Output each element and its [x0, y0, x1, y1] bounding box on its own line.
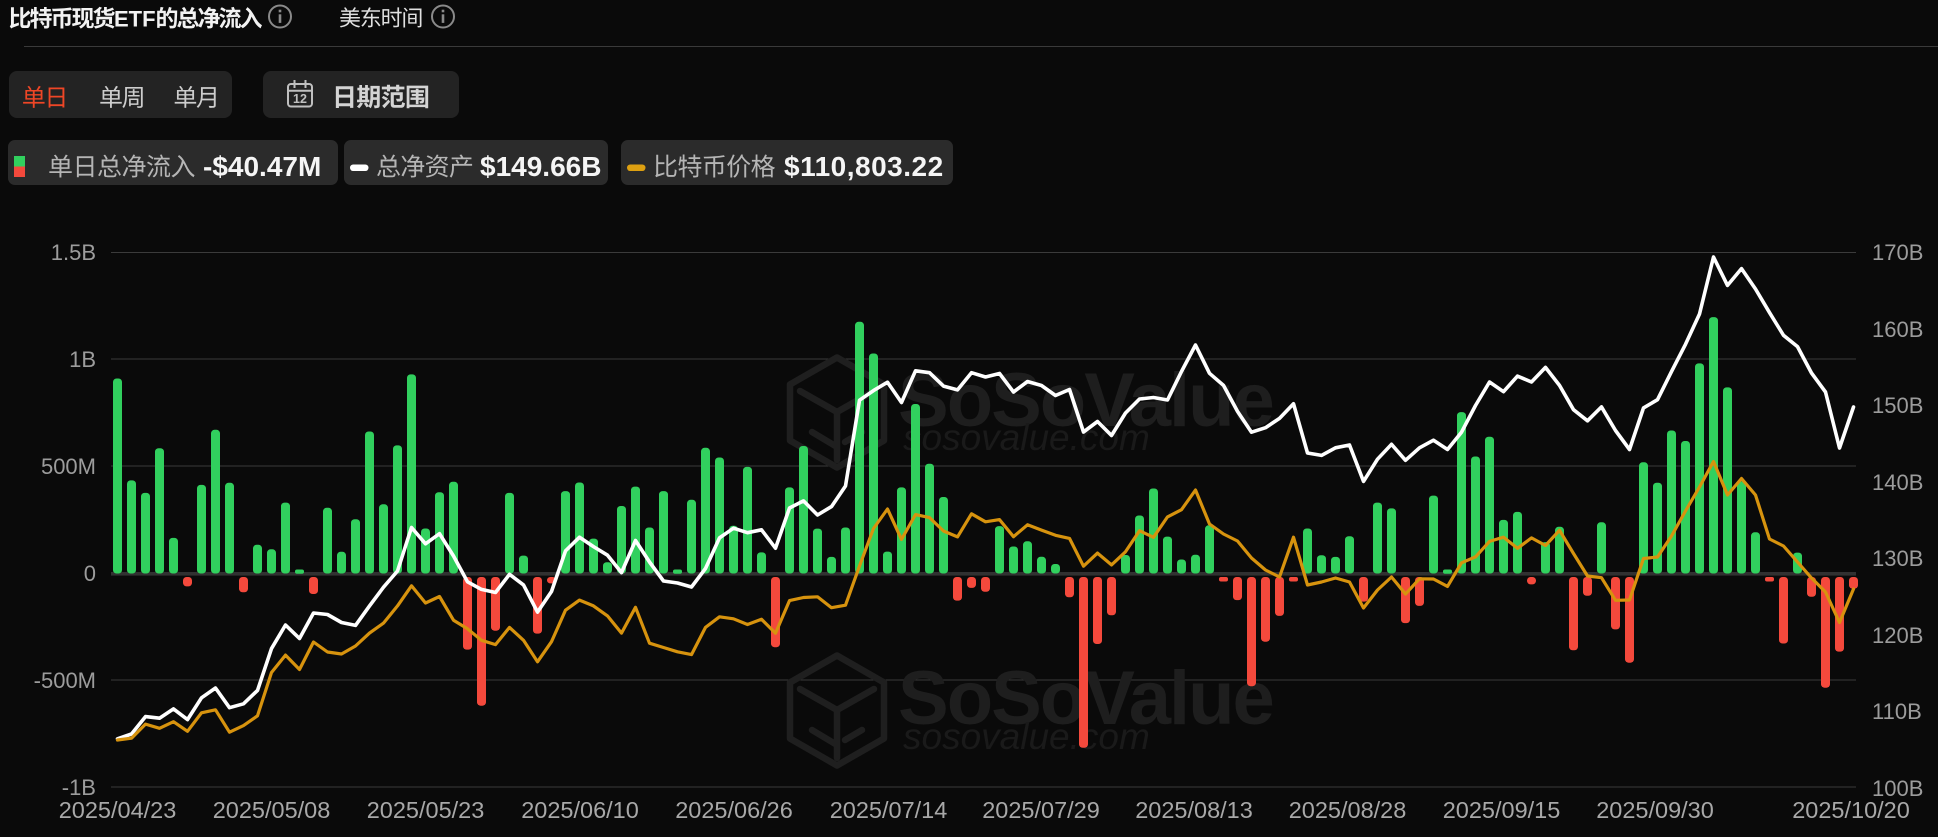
svg-text:2025/10/20: 2025/10/20	[1792, 797, 1910, 823]
svg-text:2025/04/23: 2025/04/23	[59, 797, 177, 823]
svg-text:-1B: -1B	[62, 775, 96, 800]
svg-text:$149.66B: $149.66B	[480, 151, 601, 182]
svg-text:-500M: -500M	[34, 668, 96, 693]
svg-text:2025/06/10: 2025/06/10	[521, 797, 639, 823]
svg-text:2025/09/15: 2025/09/15	[1443, 797, 1561, 823]
svg-text:12: 12	[293, 92, 307, 106]
svg-text:sosovalue.com: sosovalue.com	[903, 417, 1150, 458]
svg-text:130B: 130B	[1872, 546, 1923, 571]
svg-text:ETF: ETF	[114, 7, 156, 32]
svg-text:2025/09/30: 2025/09/30	[1596, 797, 1714, 823]
svg-text:-$40.47M: -$40.47M	[203, 151, 321, 182]
svg-text:0: 0	[84, 561, 96, 586]
svg-text:140B: 140B	[1872, 470, 1923, 495]
svg-text:170B: 170B	[1872, 240, 1923, 265]
svg-text:2025/08/28: 2025/08/28	[1289, 797, 1407, 823]
svg-text:500M: 500M	[41, 454, 96, 479]
svg-text:2025/06/26: 2025/06/26	[675, 797, 793, 823]
svg-text:sosovalue.com: sosovalue.com	[903, 716, 1150, 757]
svg-text:1B: 1B	[69, 347, 96, 372]
svg-text:150B: 150B	[1872, 393, 1923, 418]
svg-text:2025/07/29: 2025/07/29	[982, 797, 1100, 823]
svg-text:160B: 160B	[1872, 317, 1923, 342]
svg-text:$110,803.22: $110,803.22	[784, 151, 944, 182]
svg-text:2025/07/14: 2025/07/14	[830, 797, 948, 823]
svg-text:2025/05/23: 2025/05/23	[367, 797, 485, 823]
svg-text:2025/05/08: 2025/05/08	[213, 797, 331, 823]
svg-text:110B: 110B	[1872, 699, 1922, 724]
svg-text:100B: 100B	[1872, 776, 1923, 801]
svg-text:2025/08/13: 2025/08/13	[1135, 797, 1253, 823]
svg-text:1.5B: 1.5B	[51, 240, 96, 265]
svg-text:120B: 120B	[1872, 623, 1923, 648]
